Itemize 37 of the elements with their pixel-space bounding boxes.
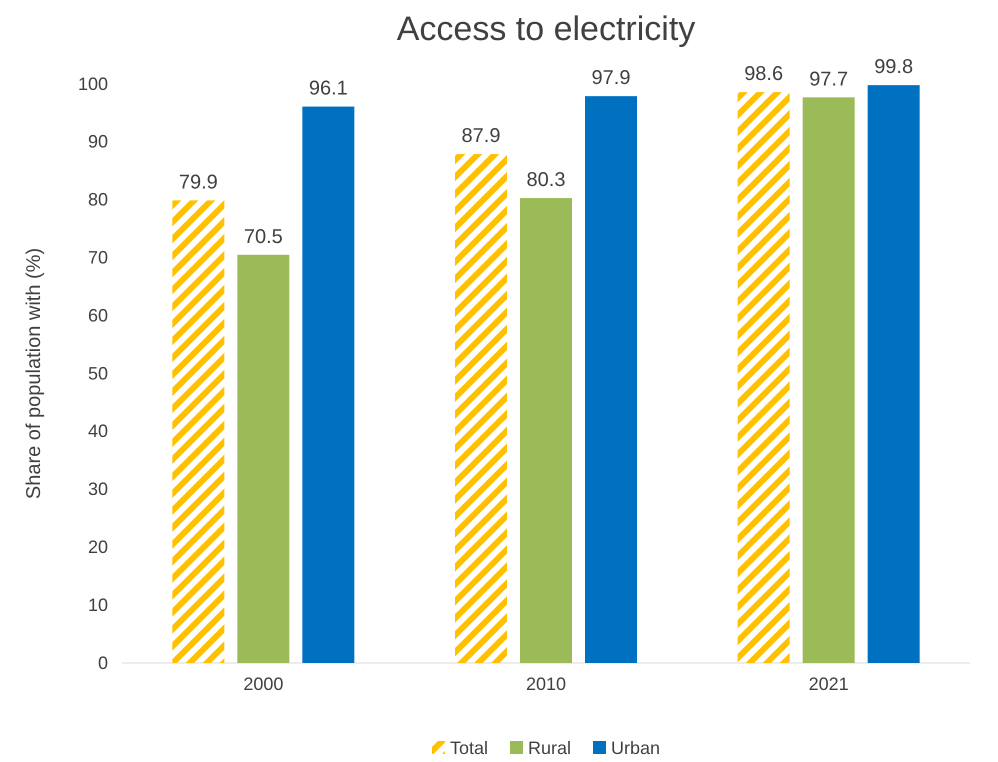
bar (172, 200, 224, 663)
y-tick-label: 90 (88, 132, 108, 152)
data-label: 97.9 (592, 67, 630, 90)
data-label: 70.5 (244, 226, 283, 248)
data-label: 99.8 (874, 56, 914, 78)
bar (302, 106, 354, 663)
x-tick-label: 2021 (808, 674, 849, 694)
data-label: 80.3 (526, 169, 566, 192)
data-label: 98.6 (744, 63, 784, 86)
data-label: 97.7 (809, 68, 848, 90)
bar (738, 92, 790, 663)
x-tick-label: 2010 (526, 674, 566, 694)
y-tick-label: 100 (78, 74, 108, 94)
y-tick-label: 40 (88, 421, 108, 442)
bar (520, 198, 572, 663)
data-label: 87.9 (462, 125, 500, 148)
y-axis-title: Share of population with (%) (23, 248, 45, 500)
legend-label: Rural (528, 738, 572, 758)
y-tick-label: 10 (88, 594, 108, 615)
legend-label: Total (450, 738, 488, 758)
y-tick-label: 80 (88, 190, 108, 210)
y-tick-label: 30 (88, 479, 108, 500)
bar (237, 254, 290, 663)
y-tick-label: 0 (98, 652, 108, 673)
y-tick-label: 20 (88, 536, 108, 557)
legend-label: Urban (611, 738, 660, 758)
data-label: 96.1 (308, 78, 348, 100)
x-tick-label: 2000 (243, 674, 284, 694)
y-tick-label: 70 (88, 247, 108, 268)
bar (868, 85, 920, 663)
chart-title: Access to electricity (396, 10, 696, 48)
y-tick-label: 50 (88, 363, 108, 384)
bar (585, 96, 637, 663)
y-tick-label: 60 (88, 305, 108, 326)
data-label: 79.9 (178, 171, 218, 194)
bar (455, 154, 507, 663)
bar (802, 97, 855, 663)
